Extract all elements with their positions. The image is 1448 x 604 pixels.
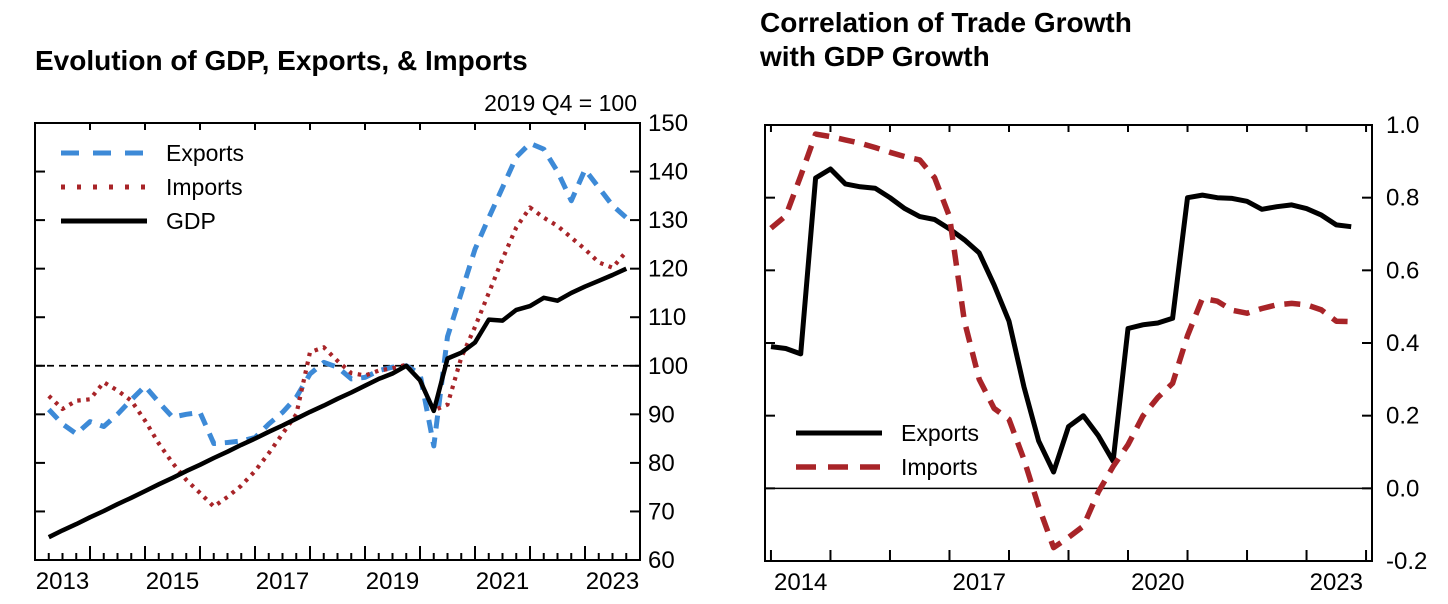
left-chart-x-axis-ticks: [34, 123, 641, 560]
left-chart-x-tick-label: 2015: [146, 568, 199, 595]
left-chart-x-tick-label: 2023: [586, 568, 639, 595]
right-chart-legend: Exports Imports: [793, 416, 979, 484]
left-chart-x-tick-label: 2019: [366, 568, 419, 595]
right-chart-title: Correlation of Trade Growth with GDP Gro…: [760, 6, 1132, 74]
left-chart-y-tick-label: 110: [648, 304, 686, 331]
left-chart-y-tick-label: 80: [648, 450, 675, 477]
left-chart-y-tick-label: 70: [648, 498, 675, 525]
exports-dashed-line-swatch: [61, 150, 147, 156]
right-chart-y-axis-ticks: -0.2 0.0 0.2 0.4 0.6 0.8 1.0: [765, 112, 1427, 575]
exports-solid-line-swatch: [796, 430, 882, 436]
right-chart-y-tick-label: 0.6: [1386, 257, 1419, 284]
left-chart-y-tick-label: 100: [648, 353, 688, 380]
right-chart-plot-group: -0.2 0.0 0.2 0.4 0.6 0.8 1.0 2014 2017 2020 2023: [764, 112, 1427, 596]
right-legend-label-imports: Imports: [901, 453, 978, 480]
right-chart-x-tick-label: 2017: [953, 569, 1006, 596]
left-chart-x-axis-labels: 2013 2015 2017 2019 2021 2023: [36, 568, 639, 595]
right-chart-series-imports-line: [769, 131, 1352, 551]
left-chart-title: Evolution of GDP, Exports, & Imports: [35, 44, 528, 78]
right-chart-x-tick-label: 2014: [774, 569, 827, 596]
left-chart-series-gdp-line: [47, 266, 628, 540]
right-chart-y-tick-label: 0.4: [1386, 330, 1419, 357]
right-chart-y-tick-label: 1.0: [1386, 112, 1419, 139]
left-legend-item-imports: Imports: [58, 170, 244, 204]
imports-dotted-line-swatch: [61, 184, 147, 190]
left-chart-x-tick-label: 2021: [476, 568, 529, 595]
right-chart-y-tick-label: 0.0: [1386, 475, 1419, 502]
right-chart-x-axis-labels: 2014 2017 2020 2023: [774, 569, 1363, 596]
left-chart-y-tick-label: 60: [648, 547, 675, 574]
left-chart-title-text: Evolution of GDP, Exports, & Imports: [35, 45, 528, 76]
left-legend-item-gdp: GDP: [58, 204, 244, 238]
left-chart-y-axis-ticks: 60 70 80 90 100 110 120 130 140 150: [35, 110, 688, 574]
right-legend-item-imports: Imports: [793, 450, 979, 484]
left-chart-y-tick-label: 150: [648, 110, 688, 137]
right-chart-x-tick-label: 2020: [1131, 569, 1184, 596]
left-chart-y-tick-label: 130: [648, 207, 688, 234]
left-legend-item-exports: Exports: [58, 136, 244, 170]
left-chart-x-tick-label: 2013: [36, 568, 89, 595]
imports-dashed-line-swatch: [796, 464, 882, 470]
left-chart-x-tick-label: 2017: [256, 568, 309, 595]
right-chart-y-tick-label: 0.8: [1386, 185, 1419, 212]
right-chart-frame: [764, 124, 1373, 562]
left-chart-y-tick-label: 90: [648, 401, 675, 428]
right-chart-title-line1: Correlation of Trade Growth: [760, 7, 1132, 38]
right-chart-title-line2: with GDP Growth: [760, 41, 990, 73]
right-chart-x-tick-label: 2023: [1310, 569, 1363, 596]
left-legend-label-gdp: GDP: [166, 207, 216, 234]
left-legend-label-exports: Exports: [166, 139, 244, 166]
left-chart-legend: Exports Imports GDP: [58, 136, 244, 238]
left-chart-units-note: 2019 Q4 = 100: [484, 90, 637, 116]
right-chart-x-axis-ticks: [769, 125, 1368, 561]
right-chart-y-tick-label: -0.2: [1386, 548, 1427, 575]
right-legend-label-exports: Exports: [901, 419, 979, 446]
right-legend-item-exports: Exports: [793, 416, 979, 450]
left-legend-label-imports: Imports: [166, 173, 243, 200]
left-chart-y-tick-label: 140: [648, 159, 688, 186]
gdp-solid-line-swatch: [61, 218, 147, 224]
right-chart-series-exports-line: [770, 166, 1352, 475]
left-chart-y-tick-label: 120: [648, 256, 688, 283]
right-chart-y-tick-label: 0.2: [1386, 403, 1419, 430]
left-chart-series-imports-line: [47, 205, 628, 509]
